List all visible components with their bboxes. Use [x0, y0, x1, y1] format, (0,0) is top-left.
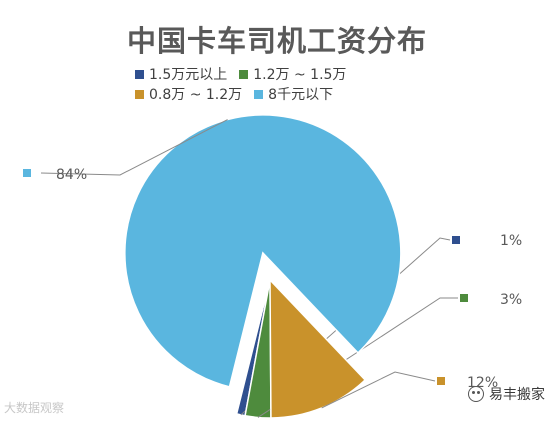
legend-swatch	[254, 89, 264, 99]
watermark-left: 大数据观察	[4, 399, 64, 416]
data-label-swatch	[460, 294, 468, 302]
watermark-right-text: 易丰搬家	[489, 387, 545, 403]
watermark-left-text: 大数据观察	[4, 401, 65, 415]
legend-item-12k-15k: 1.2万 ~ 1.5万	[239, 64, 346, 84]
leader-line	[40, 119, 228, 176]
legend-label: 1.5万元以上	[149, 67, 228, 83]
data-label: 84%	[56, 167, 87, 183]
data-label-swatch	[437, 377, 445, 385]
legend-swatch	[135, 69, 144, 79]
legend-swatch	[239, 69, 249, 79]
data-label-swatch	[23, 169, 31, 177]
legend-label: 8千元以下	[268, 87, 334, 103]
legend-label: 0.8万 ~ 1.2万	[149, 87, 243, 103]
legend-item-8k-12k: 0.8万 ~ 1.2万	[135, 84, 242, 104]
wechat-icon	[468, 386, 484, 402]
legend-swatch	[135, 89, 144, 99]
data-label: 1%	[500, 233, 522, 249]
legend-item-over-15k: 1.5万元以上	[135, 64, 227, 84]
data-label-swatch	[452, 236, 460, 244]
chart-title: 中国卡车司机工资分布	[126, 24, 427, 58]
legend-label: 1.2万 ~ 1.5万	[253, 67, 347, 83]
data-label: 3%	[500, 292, 522, 308]
chart-legend: 1.5万元以上 1.2万 ~ 1.5万 0.8万 ~ 1.2万 8千元以下	[135, 64, 435, 104]
watermark-right: 易丰搬家	[468, 384, 545, 404]
leader-line	[321, 371, 436, 409]
legend-item-under-8k: 8千元以下	[254, 84, 333, 104]
